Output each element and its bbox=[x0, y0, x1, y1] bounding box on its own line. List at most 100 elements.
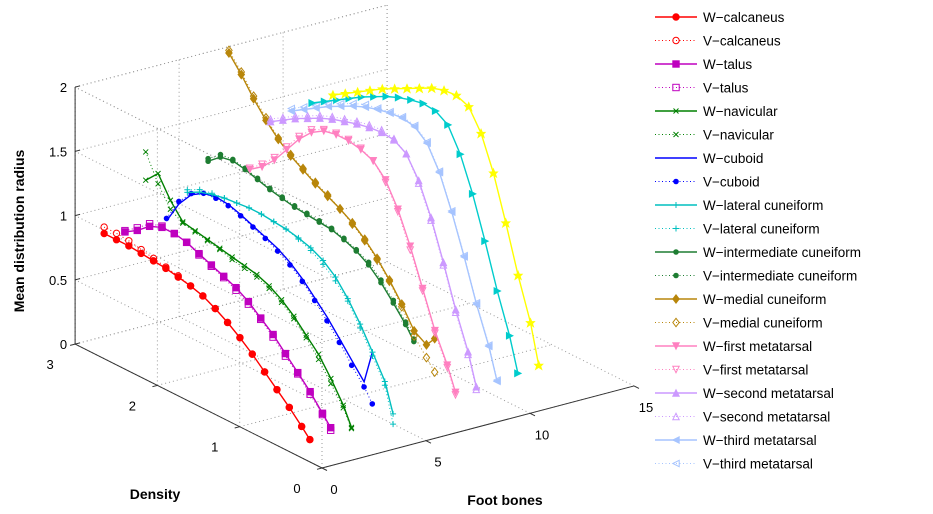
data-point bbox=[468, 189, 477, 198]
data-point bbox=[249, 91, 258, 102]
data-point bbox=[456, 150, 465, 159]
legend-label: W−talus bbox=[703, 57, 752, 72]
z-tick bbox=[74, 149, 81, 152]
data-point bbox=[303, 334, 310, 341]
data-point bbox=[332, 129, 341, 138]
data-point bbox=[306, 435, 314, 444]
legend-marker bbox=[673, 249, 679, 255]
data-point bbox=[262, 235, 269, 242]
data-point bbox=[270, 153, 279, 162]
series-line bbox=[166, 192, 373, 405]
data-point bbox=[286, 150, 295, 161]
data-point bbox=[488, 167, 499, 179]
x-tick-label: 5 bbox=[434, 455, 441, 470]
data-point bbox=[307, 247, 314, 254]
data-point bbox=[451, 391, 460, 400]
data-point bbox=[493, 287, 502, 296]
data-point bbox=[236, 333, 244, 342]
data-point bbox=[232, 286, 240, 294]
data-point bbox=[326, 426, 335, 434]
data-point bbox=[163, 215, 170, 222]
data-point bbox=[385, 274, 394, 285]
data-point bbox=[223, 318, 232, 327]
data-point bbox=[431, 106, 440, 116]
legend-marker bbox=[671, 388, 681, 397]
legend-label: V−navicular bbox=[703, 128, 774, 143]
y-axis-label: Density bbox=[130, 486, 181, 502]
data-point bbox=[112, 229, 121, 238]
data-point bbox=[311, 101, 320, 110]
data-point bbox=[258, 160, 267, 169]
data-point bbox=[230, 156, 236, 163]
data-point bbox=[340, 117, 349, 126]
data-point bbox=[278, 299, 285, 306]
series-v-intermediate-cuneiform bbox=[205, 151, 417, 342]
legend-entry: W−first metatarsal bbox=[655, 339, 812, 354]
data-point bbox=[295, 236, 302, 243]
data-point bbox=[328, 375, 334, 382]
data-point bbox=[182, 238, 191, 247]
data-point bbox=[303, 332, 310, 339]
data-point bbox=[291, 315, 297, 322]
data-point bbox=[257, 315, 265, 324]
data-point bbox=[237, 66, 246, 78]
grid-line bbox=[157, 302, 470, 386]
data-point bbox=[328, 112, 337, 121]
legend-marker bbox=[673, 202, 679, 208]
data-point bbox=[410, 325, 418, 336]
legend-entry: W−cuboid bbox=[655, 151, 763, 166]
data-point bbox=[472, 298, 481, 307]
data-point bbox=[348, 219, 357, 230]
series-v-navicular bbox=[142, 149, 355, 432]
legend-entry: W−calcaneus bbox=[655, 10, 785, 25]
data-point bbox=[402, 149, 411, 158]
series-v-first-metatarsal bbox=[245, 125, 460, 400]
legend-marker bbox=[672, 83, 680, 92]
data-point bbox=[475, 128, 487, 139]
data-point bbox=[533, 360, 544, 371]
data-point bbox=[315, 113, 324, 122]
grid bbox=[74, 4, 635, 469]
data-point bbox=[291, 203, 298, 209]
data-point bbox=[250, 224, 256, 230]
y-axis-line bbox=[74, 343, 323, 469]
data-point bbox=[125, 237, 133, 245]
series-v-talus bbox=[121, 220, 335, 434]
data-point bbox=[369, 157, 378, 166]
data-point bbox=[170, 229, 179, 238]
legend-entry: W−medial cuneiform bbox=[655, 292, 826, 307]
data-point bbox=[390, 297, 397, 304]
data-point bbox=[299, 102, 308, 111]
y-tick bbox=[69, 343, 76, 346]
data-point bbox=[315, 111, 324, 120]
z-tick-label: 0.5 bbox=[49, 273, 67, 288]
legend-label: V−talus bbox=[703, 81, 749, 96]
data-point bbox=[369, 401, 376, 407]
series-v-medial-cuneiform bbox=[225, 45, 439, 378]
grid-line bbox=[74, 133, 388, 217]
data-point bbox=[291, 313, 297, 320]
data-point bbox=[229, 256, 235, 263]
legend-marker bbox=[672, 13, 680, 21]
legend-marker bbox=[671, 412, 681, 421]
data-point bbox=[306, 387, 314, 396]
data-point bbox=[137, 249, 145, 258]
data-point bbox=[430, 326, 439, 335]
z-tick-label: 1.5 bbox=[49, 144, 67, 159]
data-point bbox=[246, 204, 253, 211]
data-point bbox=[402, 319, 409, 325]
data-point bbox=[484, 341, 493, 350]
data-point bbox=[299, 163, 307, 174]
data-point bbox=[357, 324, 364, 331]
data-point bbox=[167, 206, 174, 213]
data-point bbox=[209, 190, 216, 197]
grid-line bbox=[386, 261, 635, 387]
x-tick-label: 15 bbox=[639, 400, 653, 415]
z-tick-label: 1 bbox=[60, 209, 67, 224]
data-point bbox=[348, 424, 355, 431]
data-point bbox=[525, 317, 536, 328]
data-point bbox=[370, 92, 379, 101]
data-point bbox=[149, 254, 158, 263]
legend-entry: V−second metatarsal bbox=[655, 410, 830, 425]
